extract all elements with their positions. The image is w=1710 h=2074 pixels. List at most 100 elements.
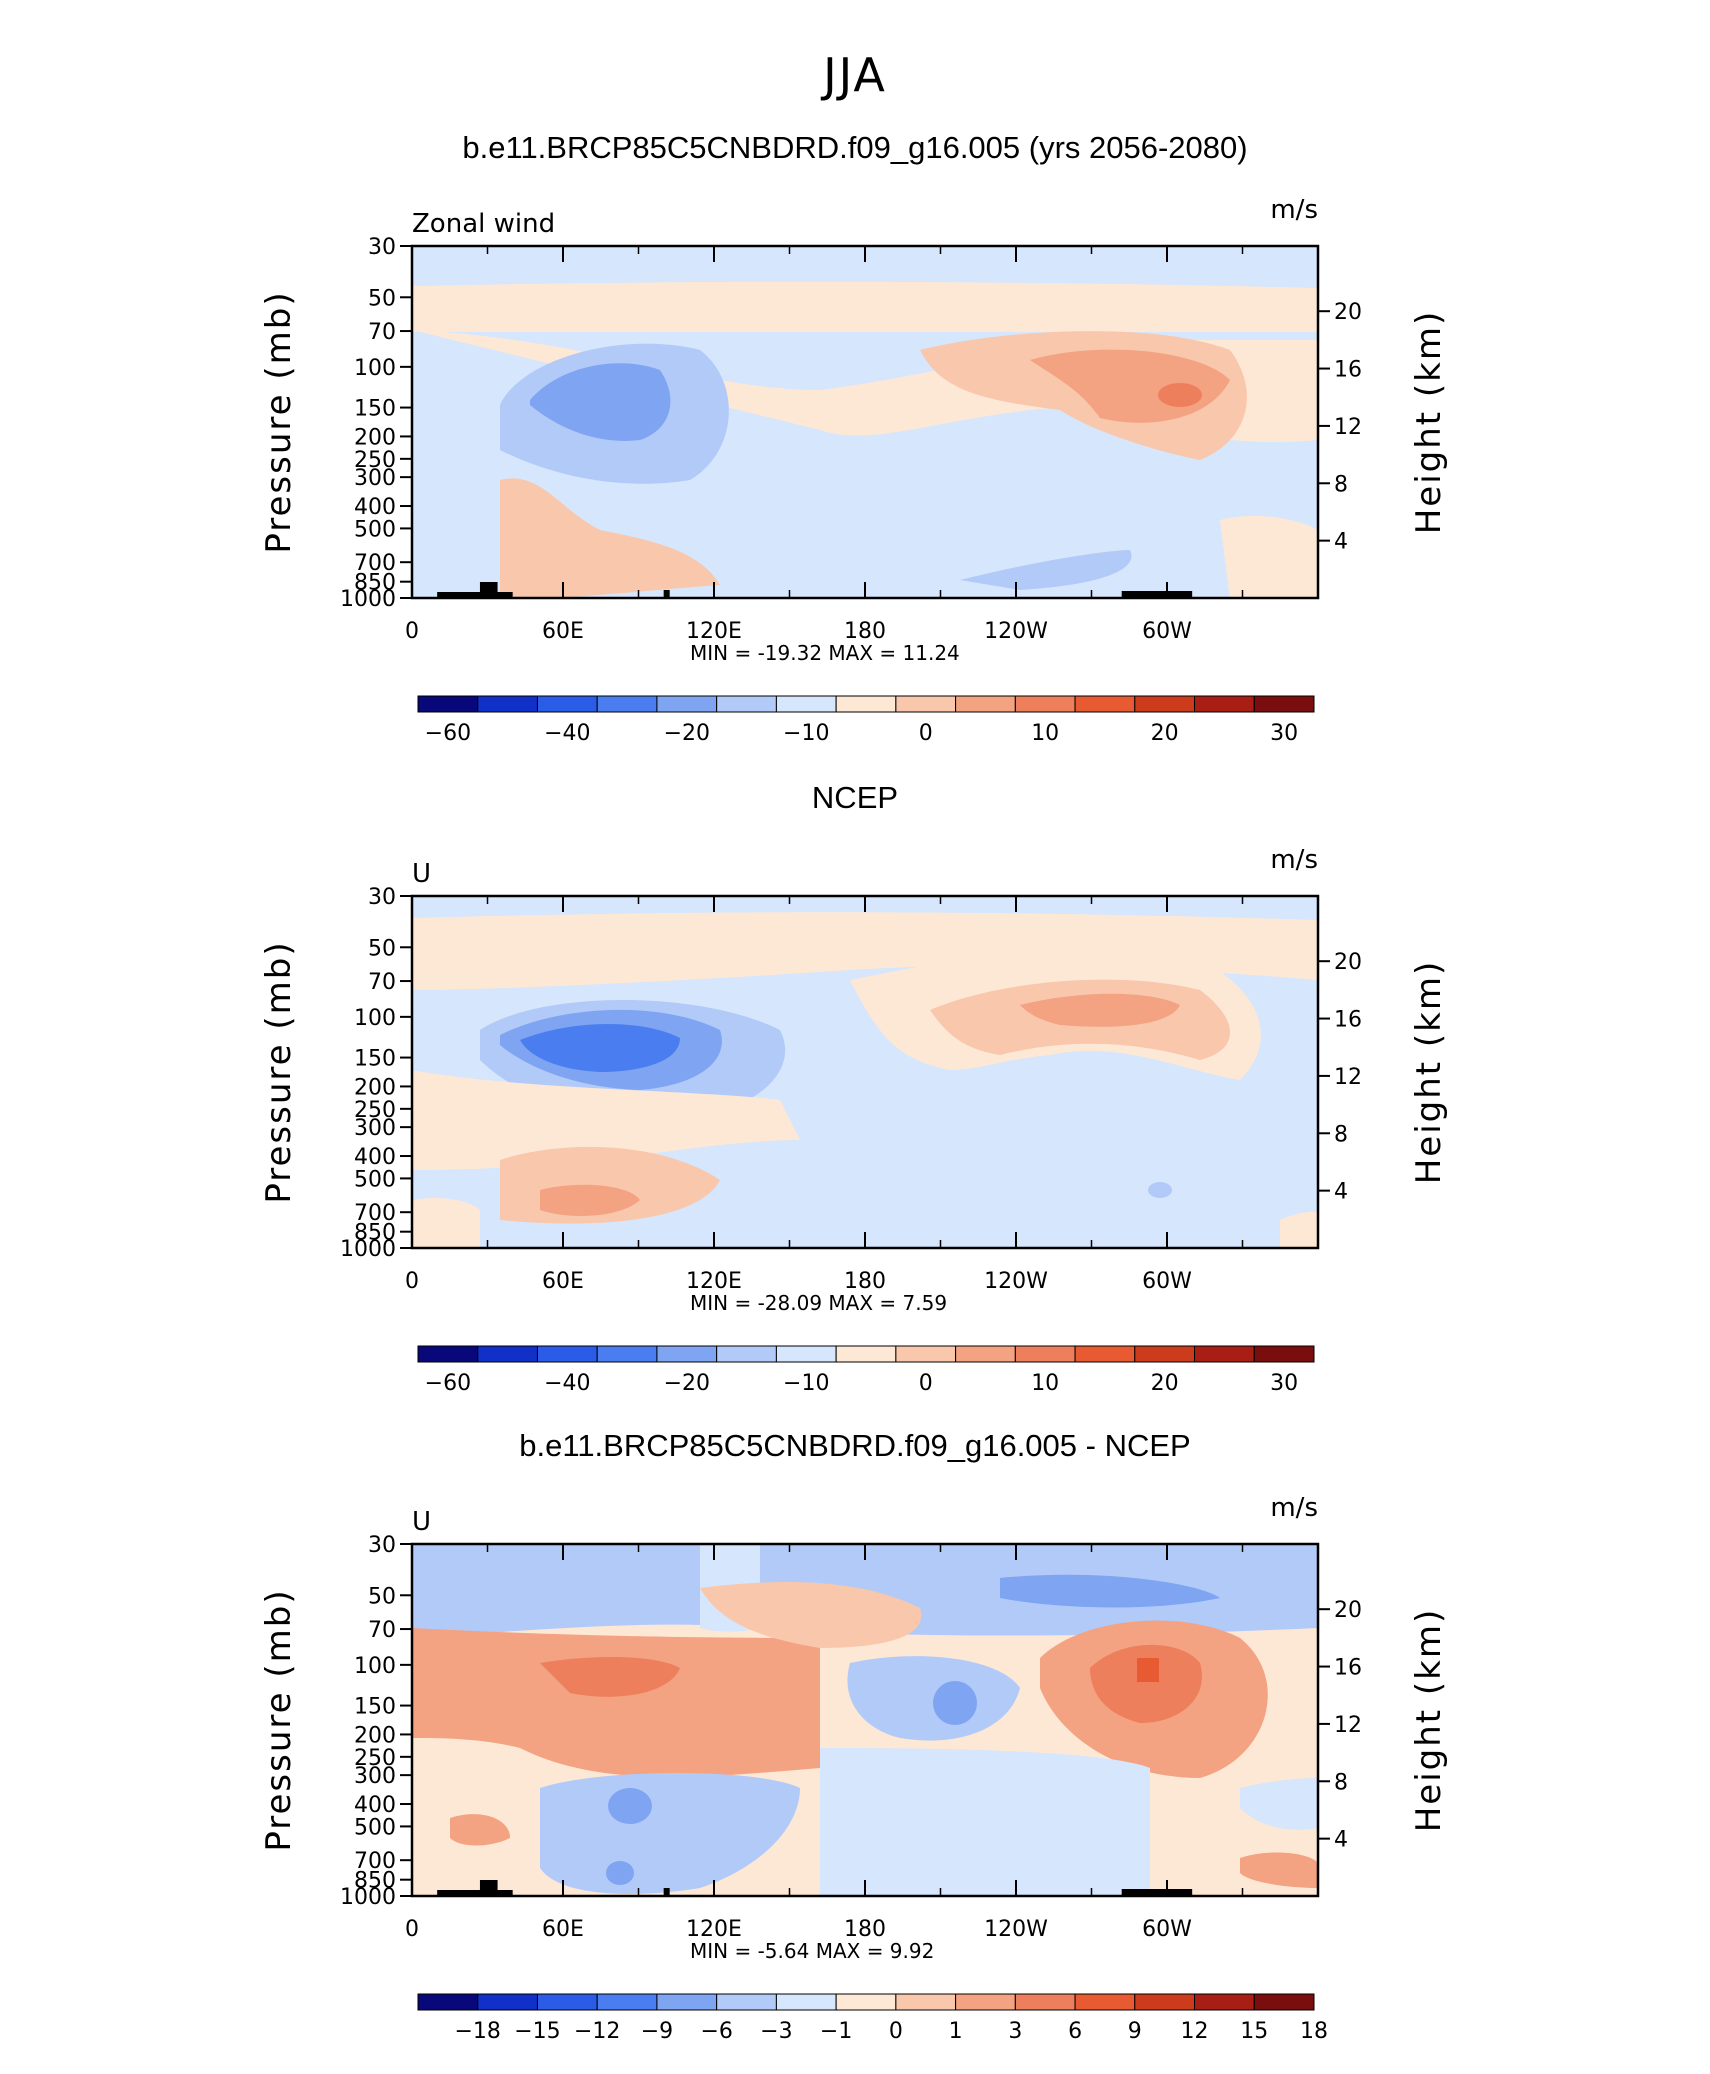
lon-tick-label: 0 [405, 619, 419, 644]
colorbar-swatch [536, 1345, 598, 1363]
colorbar-swatch [1134, 1993, 1196, 2011]
colorbar-swatch [895, 1345, 957, 1363]
contour-level [933, 1681, 977, 1725]
contour-level [820, 1748, 1150, 1896]
colorbar-swatch [656, 1993, 718, 2011]
colorbar-swatch [1194, 695, 1255, 713]
y-axis-title: Pressure (mb) [259, 290, 299, 553]
lon-tick-label: 120E [686, 1269, 742, 1294]
pressure-tick-label: 200 [354, 1723, 396, 1748]
y-axis-title: Pressure (mb) [259, 940, 299, 1203]
pressure-tick-label: 250 [354, 1098, 396, 1123]
colorbar-label: −60 [425, 1371, 471, 1396]
topography [479, 1880, 498, 1896]
pressure-tick-label: 700 [354, 1849, 396, 1874]
pressure-tick-label: 400 [354, 495, 396, 520]
colorbar-swatch [536, 695, 598, 713]
colorbar-swatch [477, 1993, 538, 2011]
pressure-tick-label: 500 [354, 517, 396, 542]
colorbar-swatch [596, 1993, 658, 2011]
pressure-tick-label: 100 [354, 356, 396, 381]
lon-tick-label: 60E [542, 1917, 584, 1942]
pressure-tick-label: 30 [368, 1533, 396, 1558]
min-max-label: MIN = -19.32 MAX = 11.24 [690, 641, 960, 665]
topography [663, 1888, 670, 1896]
contour-level [1240, 1852, 1318, 1888]
colorbar-swatch [477, 695, 538, 713]
variable-label: U [412, 859, 431, 889]
height-tick-label: 16 [1334, 1008, 1362, 1033]
pressure-tick-label: 850 [354, 1221, 396, 1246]
topography [437, 592, 513, 598]
variable-label: Zonal wind [412, 209, 555, 239]
colorbar-swatch [1253, 695, 1315, 713]
colorbar-swatch [716, 1345, 777, 1363]
colorbar-swatch [775, 1993, 837, 2011]
contour-plot-difference: 3050701001502002503004005007008501000201… [259, 1493, 1449, 2044]
colorbar-label: −20 [664, 721, 710, 746]
colorbar-label: −60 [425, 721, 471, 746]
colorbar-label: 9 [1128, 2019, 1142, 2044]
pressure-tick-label: 30 [368, 885, 396, 910]
topography [1121, 591, 1193, 598]
height-tick-label: 20 [1334, 300, 1362, 325]
colorbar-label: −40 [544, 721, 590, 746]
contour-level [450, 1814, 510, 1846]
colorbar-swatch [1014, 1993, 1076, 2011]
contour-level [1240, 1778, 1318, 1830]
contour-level [1220, 515, 1318, 598]
contour-level [530, 363, 671, 441]
pressure-tick-label: 50 [368, 286, 396, 311]
colorbar: −60 −40 −20 −10 0 10 20 30 [417, 1345, 1315, 1396]
pressure-tick-label: 70 [368, 1618, 396, 1643]
lon-tick-label: 180 [844, 619, 886, 644]
y2-axis-title: Height (km) [1409, 960, 1449, 1185]
contour-level [412, 1628, 820, 1777]
height-tick-label: 20 [1334, 950, 1362, 975]
pressure-tick-label: 300 [354, 466, 396, 491]
colorbar-label: 1 [949, 2019, 963, 2044]
colorbar-swatch [835, 695, 897, 713]
pressure-tick-label: 200 [354, 425, 396, 450]
contour-level [960, 550, 1132, 590]
colorbar-swatch [1134, 695, 1196, 713]
colorbar: −18 −15 −12 −9 −6 −3 −1 0 1 3 6 9 12 15 18 [417, 1993, 1328, 2044]
pressure-tick-label: 50 [368, 1584, 396, 1609]
colorbar-label: 20 [1151, 1371, 1179, 1396]
pressure-tick-label: 100 [354, 1006, 396, 1031]
lon-tick-label: 180 [844, 1917, 886, 1942]
lon-tick-label: 120W [984, 1269, 1048, 1294]
topography [663, 590, 670, 598]
pressure-tick-label: 200 [354, 1075, 396, 1100]
pressure-tick-label: 700 [354, 551, 396, 576]
contour-level [520, 1023, 680, 1072]
pressure-tick-label: 300 [354, 1116, 396, 1141]
lon-tick-label: 180 [844, 1269, 886, 1294]
contour-plot-model: 3050701001502002503004005007008501000201… [259, 195, 1449, 746]
lon-tick-label: 120E [686, 619, 742, 644]
contour-level [1090, 1644, 1202, 1723]
contour-fills [412, 1544, 1318, 1896]
pressure-tick-label: 250 [354, 1746, 396, 1771]
height-tick-label: 16 [1334, 358, 1362, 383]
min-max-label: MIN = -5.64 MAX = 9.92 [690, 1939, 934, 1963]
colorbar-label: −12 [574, 2019, 620, 2044]
lon-tick-label: 0 [405, 1917, 419, 1942]
colorbar-swatch [1074, 1993, 1136, 2011]
contour-level [500, 478, 720, 598]
colorbar-label: −15 [514, 2019, 560, 2044]
height-tick-label: 12 [1334, 1713, 1362, 1738]
pressure-tick-label: 1000 [340, 587, 396, 612]
colorbar-label: 0 [889, 2019, 903, 2044]
colorbar-label: 30 [1270, 721, 1298, 746]
contour-level [1148, 1182, 1172, 1198]
min-max-label: MIN = -28.09 MAX = 7.59 [690, 1291, 947, 1315]
lon-tick-label: 120W [984, 1917, 1048, 1942]
colorbar-swatch [835, 1993, 897, 2011]
colorbar-swatch [417, 1345, 479, 1363]
height-tick-label: 8 [1334, 1770, 1348, 1795]
y-axis-title: Pressure (mb) [259, 1588, 299, 1851]
height-tick-label: 4 [1334, 530, 1348, 555]
colorbar-swatch [1014, 695, 1076, 713]
